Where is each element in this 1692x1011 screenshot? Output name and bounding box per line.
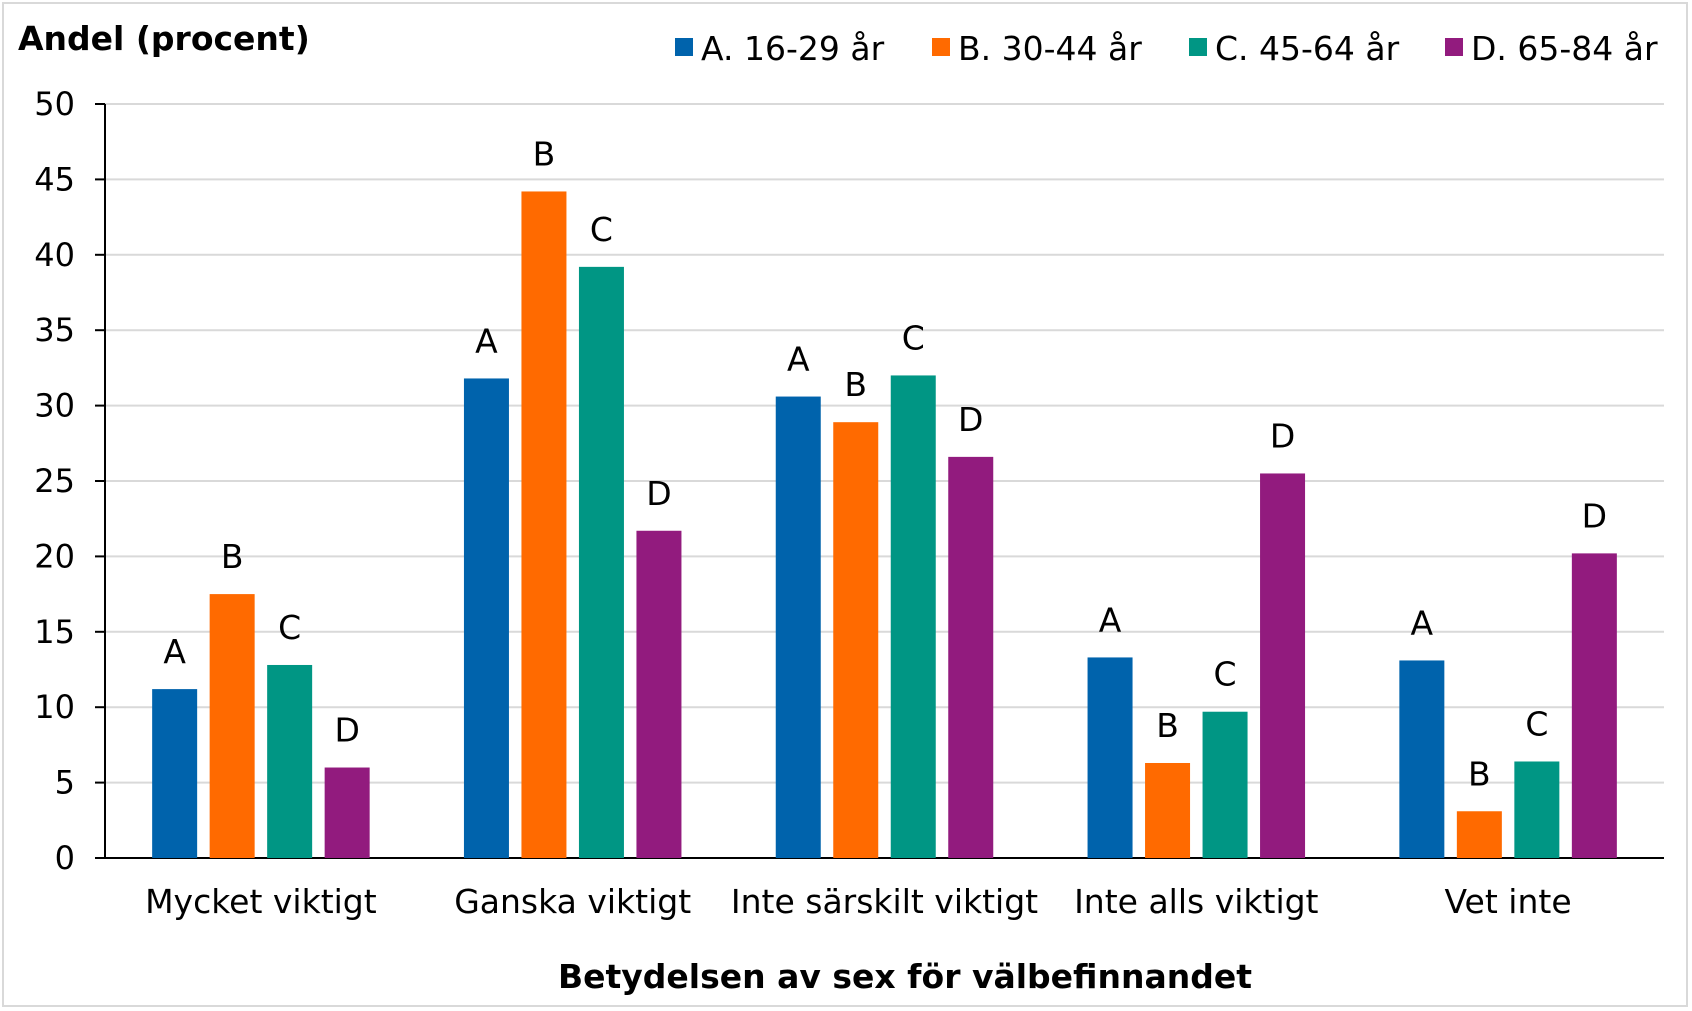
bar-a xyxy=(775,396,821,858)
bar-label-b: B xyxy=(533,134,556,173)
legend-swatch-c xyxy=(1189,38,1207,56)
bar-a xyxy=(1087,657,1133,858)
axes: 0 5 10 15 20 25 30 35 40 45 50 Mycket viktigt Ganska… xyxy=(34,85,1664,921)
legend-swatch-d xyxy=(1445,38,1463,56)
y-tick-label: 25 xyxy=(34,462,75,500)
bar-b xyxy=(209,594,255,858)
bar-c xyxy=(267,664,313,858)
bar-a xyxy=(463,378,509,858)
bar-label-d: D xyxy=(646,474,671,513)
bar-label-b: B xyxy=(1156,706,1179,745)
bar-c xyxy=(578,266,624,858)
bar-label-a: A xyxy=(1099,600,1122,639)
bars xyxy=(152,191,1617,859)
bar-c xyxy=(890,375,936,858)
bar-label-a: A xyxy=(475,321,498,360)
legend-swatch-a xyxy=(675,38,693,56)
bar-a xyxy=(1399,660,1445,858)
y-tick-label: 20 xyxy=(34,537,75,575)
bar-label-c: C xyxy=(902,318,925,357)
bar-label-a: A xyxy=(787,340,810,379)
y-axis-title: Andel (procent) xyxy=(18,19,310,58)
y-tick-label: 40 xyxy=(34,236,75,274)
legend-label-c: C. 45-64 år xyxy=(1215,29,1400,68)
y-tick-label: 30 xyxy=(34,387,75,425)
y-tick-label: 0 xyxy=(55,839,75,877)
y-tick-label: 15 xyxy=(34,613,75,651)
bar-label-c: C xyxy=(1525,704,1548,743)
bar-b xyxy=(521,191,567,859)
bar-d xyxy=(1571,553,1617,858)
x-category-label: Inte särskilt viktigt xyxy=(731,882,1038,921)
y-tick-label: 45 xyxy=(34,160,75,198)
x-category-label: Vet inte xyxy=(1445,882,1572,921)
bar-d xyxy=(1260,473,1306,858)
x-category-label: Ganska viktigt xyxy=(454,882,691,921)
legend-label-d: D. 65-84 år xyxy=(1471,29,1658,68)
bar-label-b: B xyxy=(1468,754,1491,793)
bar-d xyxy=(636,530,682,858)
bar-label-d: D xyxy=(1582,496,1607,535)
bar-b xyxy=(833,422,879,858)
legend: A. 16-29 år B. 30-44 år C. 45-64 år D. 65-8… xyxy=(675,29,1658,68)
bar-a xyxy=(152,689,198,858)
bar-label-d: D xyxy=(1270,416,1295,455)
bar-label-d: D xyxy=(958,400,983,439)
legend-swatch-b xyxy=(932,38,950,56)
bar-label-a: A xyxy=(1411,603,1434,642)
bar-c xyxy=(1202,711,1248,858)
x-axis-title: Betydelsen av sex för välbefinnandet xyxy=(558,957,1252,996)
bar-label-c: C xyxy=(278,608,301,647)
x-category-label: Inte alls viktigt xyxy=(1074,882,1318,921)
y-tick-label: 10 xyxy=(34,688,75,726)
bar-label-c: C xyxy=(1214,655,1237,694)
legend-label-b: B. 30-44 år xyxy=(958,29,1142,68)
bar-b xyxy=(1145,762,1191,858)
legend-label-a: A. 16-29 år xyxy=(701,29,885,68)
y-tick-label: 50 xyxy=(34,85,75,123)
bar-d xyxy=(324,767,370,858)
bar-c xyxy=(1514,761,1560,858)
bar-b xyxy=(1456,811,1502,858)
bar-d xyxy=(948,456,994,858)
bar-label-b: B xyxy=(844,365,867,404)
bar-label-a: A xyxy=(163,632,186,671)
bar-label-c: C xyxy=(590,210,613,249)
bar-label-d: D xyxy=(334,711,359,750)
bar-label-b: B xyxy=(221,537,244,576)
y-tick-label: 5 xyxy=(55,764,75,802)
y-tick-label: 35 xyxy=(34,311,75,349)
x-category-label: Mycket viktigt xyxy=(145,882,377,921)
